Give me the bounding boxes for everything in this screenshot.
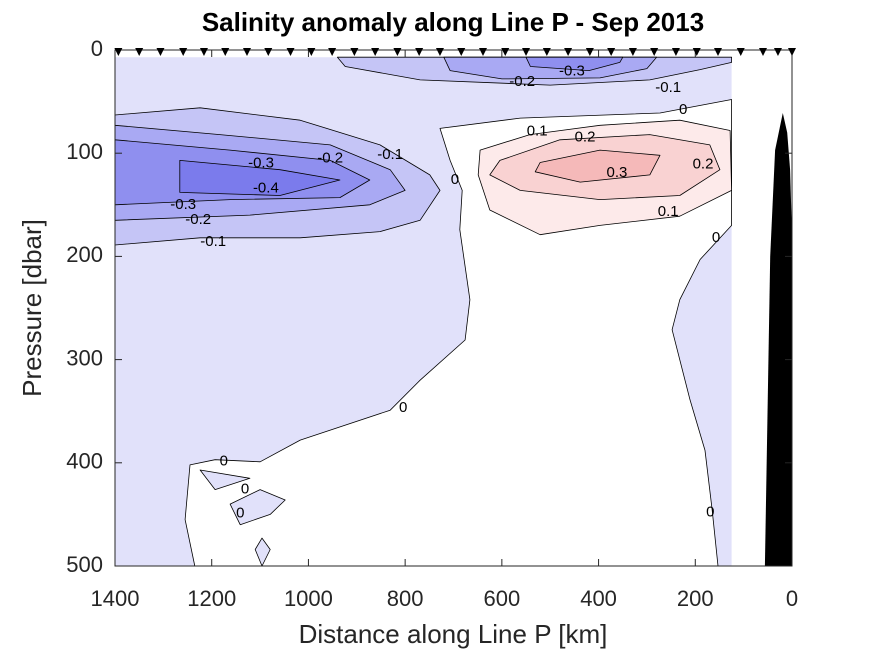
bathymetry xyxy=(764,113,792,566)
contour-label: 0 xyxy=(220,453,228,470)
x-tick-label: 200 xyxy=(677,586,714,611)
station-marker xyxy=(415,48,424,56)
plot-frame xyxy=(114,49,793,567)
contour-label: -0.3 xyxy=(170,196,196,213)
chart-title: Salinity anomaly along Line P - Sep 2013 xyxy=(202,7,704,37)
x-tick-label: 1400 xyxy=(91,586,140,611)
station-marker xyxy=(199,48,208,56)
x-tick-label: 1000 xyxy=(284,586,333,611)
contour-label: 0 xyxy=(679,101,687,118)
station-marker xyxy=(307,48,316,56)
station-marker xyxy=(628,48,637,56)
station-marker xyxy=(135,48,144,56)
station-marker xyxy=(501,48,510,56)
contour-label: 0 xyxy=(241,481,249,498)
station-marker xyxy=(435,48,444,56)
x-tick-label: 0 xyxy=(786,586,798,611)
contour-label: 0.3 xyxy=(607,164,628,181)
contour-label: 0.1 xyxy=(658,203,679,220)
x-axis-label: Distance along Line P [km] xyxy=(299,619,608,649)
contour-label: -0.3 xyxy=(248,154,274,171)
y-tick-label: 0 xyxy=(91,36,103,61)
x-tick-label: 400 xyxy=(580,586,617,611)
contour-label: -0.3 xyxy=(559,63,585,80)
y-tick-label: 100 xyxy=(66,139,103,164)
contour-region xyxy=(534,149,661,183)
x-tick-label: 600 xyxy=(483,586,520,611)
station-marker xyxy=(328,48,337,56)
y-axis-label: Pressure [dbar] xyxy=(17,219,47,397)
station-marker xyxy=(478,48,487,56)
station-marker xyxy=(350,48,359,56)
station-marker xyxy=(607,48,616,56)
station-marker xyxy=(692,48,701,56)
station-marker xyxy=(179,48,188,56)
station-marker xyxy=(264,48,273,56)
station-marker xyxy=(393,48,402,56)
contour-region xyxy=(179,159,341,196)
station-marker xyxy=(522,48,531,56)
contour-label: -0.2 xyxy=(509,73,535,90)
contour-label: 0 xyxy=(236,504,244,521)
station-marker xyxy=(758,48,767,56)
station-marker xyxy=(371,48,380,56)
station-marker xyxy=(243,48,252,56)
contour-region xyxy=(229,489,286,526)
contour-label: 0.2 xyxy=(693,156,714,173)
y-tick-label: 500 xyxy=(66,552,103,577)
contour-label: -0.2 xyxy=(185,211,211,228)
station-marker xyxy=(585,48,594,56)
station-marker xyxy=(736,48,745,56)
contour-label: 0.2 xyxy=(575,129,596,146)
contour-label: 0 xyxy=(706,503,714,520)
contour-label: -0.1 xyxy=(655,79,681,96)
contour-label: 0.1 xyxy=(527,122,548,139)
station-marker xyxy=(156,48,165,56)
station-marker xyxy=(714,48,723,56)
contour-label: 0 xyxy=(399,399,407,416)
station-marker xyxy=(114,48,123,56)
contour-label: 0 xyxy=(451,171,459,188)
x-tick-label: 800 xyxy=(387,586,424,611)
station-marker xyxy=(457,48,466,56)
station-marker xyxy=(788,48,796,56)
contour-label: -0.2 xyxy=(317,149,343,166)
station-marker xyxy=(773,48,782,56)
contour-label: 0 xyxy=(712,229,720,246)
station-marker xyxy=(671,48,680,56)
y-tick-label: 300 xyxy=(66,345,103,370)
contour-region xyxy=(525,56,624,71)
contour-region xyxy=(199,469,251,491)
contour-label: -0.1 xyxy=(200,233,226,250)
station-marker xyxy=(650,48,659,56)
y-tick-label: 400 xyxy=(66,449,103,474)
contour-label: -0.1 xyxy=(377,146,403,163)
y-tick-label: 200 xyxy=(66,242,103,267)
contour-label: -0.4 xyxy=(253,179,279,196)
station-marker xyxy=(286,48,295,56)
station-marker xyxy=(542,48,551,56)
station-marker xyxy=(564,48,573,56)
x-tick-label: 1200 xyxy=(187,586,236,611)
station-marker xyxy=(221,48,230,56)
